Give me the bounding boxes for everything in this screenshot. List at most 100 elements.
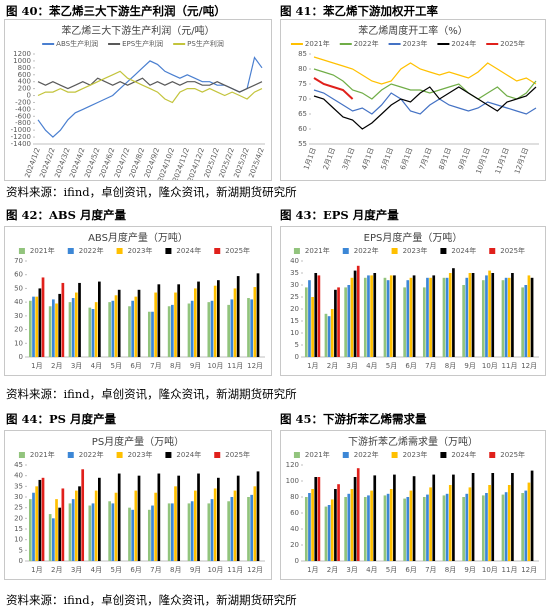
bar <box>98 477 101 561</box>
bar <box>51 299 55 357</box>
bar <box>74 292 78 357</box>
bar <box>462 497 465 561</box>
legend-label: 2021年 <box>305 39 330 48</box>
legend-swatch <box>342 248 349 254</box>
bar <box>488 270 491 357</box>
x-tick-label: 9月 <box>190 566 201 574</box>
y-tick-label: 10 <box>14 536 23 544</box>
y-tick-label: 1200 <box>13 50 31 58</box>
legend-label: 2022年 <box>354 39 379 48</box>
legend-label: 2025年 <box>500 39 525 48</box>
y-tick-label: 30 <box>290 281 299 289</box>
line-series <box>37 70 263 104</box>
y-tick-label: 100 <box>286 477 299 485</box>
legend-label: 2022年 <box>354 450 379 459</box>
bar <box>213 285 217 357</box>
x-tick-label: 11月 <box>502 566 518 574</box>
bar <box>344 287 347 357</box>
bar <box>247 298 250 357</box>
legend-label: 2021年 <box>30 246 55 255</box>
y-tick-label: 80 <box>298 65 307 73</box>
bar <box>128 507 131 561</box>
legend: 2021年 2022年 2023年 2024年 2025年 <box>18 450 250 459</box>
legend-label: 2023年 <box>403 246 428 255</box>
bar <box>236 475 240 561</box>
bar <box>55 499 58 561</box>
bar <box>314 273 318 357</box>
y-tick-label: -800 <box>15 119 31 127</box>
bar <box>177 284 181 357</box>
line-series <box>313 56 537 85</box>
bar <box>393 275 396 357</box>
x-tick-label: 5月1日 <box>380 147 395 171</box>
legend-swatch <box>342 452 349 458</box>
x-tick-label: 1月 <box>31 362 42 370</box>
bar <box>311 297 314 357</box>
bar <box>412 476 416 561</box>
x-tick-label: 3月 <box>71 362 82 370</box>
bar <box>429 487 432 561</box>
bar <box>311 489 314 561</box>
legend-label: 2024年 <box>451 450 476 459</box>
x-tick-label: 3月 <box>346 362 357 370</box>
chart: ABS月度产量（万吨） 2021年 2022年 2023年 2024年 2025年 0 10 2… <box>4 226 272 376</box>
x-tick-label: 5月 <box>386 362 397 370</box>
y-tick-label: -1000 <box>11 126 31 134</box>
x-tick-label: 10月 <box>482 566 498 574</box>
bar <box>327 316 331 357</box>
x-tick-label: 4月1日 <box>360 147 375 171</box>
legend-swatch <box>165 248 172 254</box>
y-tick-label: 10 <box>290 329 299 337</box>
bar <box>386 280 390 357</box>
legend-label: 2025年 <box>225 246 250 255</box>
x-tick-label: 2月1日 <box>322 147 337 171</box>
bar <box>327 505 331 561</box>
legend-swatch <box>116 452 123 458</box>
bar <box>530 470 534 561</box>
x-tick-label: 1月1日 <box>302 147 317 171</box>
bar <box>337 484 340 561</box>
bar <box>230 497 234 561</box>
y-tick-label: 15 <box>14 525 23 533</box>
y-tick-label: 35 <box>290 269 299 277</box>
x-tick-label: 7月 <box>425 566 436 574</box>
legend-label: 2025年 <box>500 246 525 255</box>
legend-label: 2025年 <box>500 450 525 459</box>
bar <box>330 309 334 357</box>
y-tick-label: -200 <box>15 98 31 106</box>
bar <box>465 493 469 561</box>
bar <box>114 492 118 561</box>
chart: 苯乙烯三大下游生产利润（元/吨） ABS生产利润 EPS生产利润 PS生产利润 -140… <box>4 19 272 181</box>
y-tick-label: 55 <box>298 140 307 148</box>
x-tick-label: 6月 <box>405 362 416 370</box>
bar <box>190 300 194 357</box>
bar <box>81 469 85 561</box>
y-tick-label: 20 <box>290 305 299 313</box>
bar <box>314 477 318 561</box>
x-tick-label: 2月 <box>51 362 62 370</box>
bar <box>393 474 396 561</box>
bar <box>74 490 78 561</box>
legend-swatch <box>18 248 25 254</box>
bar <box>227 304 231 357</box>
x-tick-label: 2月 <box>327 566 338 574</box>
x-tick-label: 9月1日 <box>457 147 472 171</box>
x-tick-label: 6月1日 <box>399 147 414 171</box>
bar <box>78 282 81 357</box>
bar <box>108 302 112 357</box>
bar <box>94 490 98 561</box>
x-tick-label: 12月 <box>247 566 263 574</box>
legend-swatch <box>165 452 172 458</box>
source-note: 资料来源：ifind，卓创资讯，隆众资讯，新湖期货研究所 <box>6 185 297 199</box>
bar <box>524 285 528 357</box>
x-tick-label: 4月 <box>91 362 102 370</box>
x-tick-label: 7月 <box>425 362 436 370</box>
x-tick-label: 9月 <box>464 566 475 574</box>
bar <box>350 277 354 357</box>
bar <box>134 296 138 357</box>
legend-label: 2022年 <box>79 246 104 255</box>
bar <box>197 281 200 357</box>
bar <box>409 490 413 561</box>
bar <box>147 311 151 357</box>
x-tick-label: 10月 <box>482 362 498 370</box>
